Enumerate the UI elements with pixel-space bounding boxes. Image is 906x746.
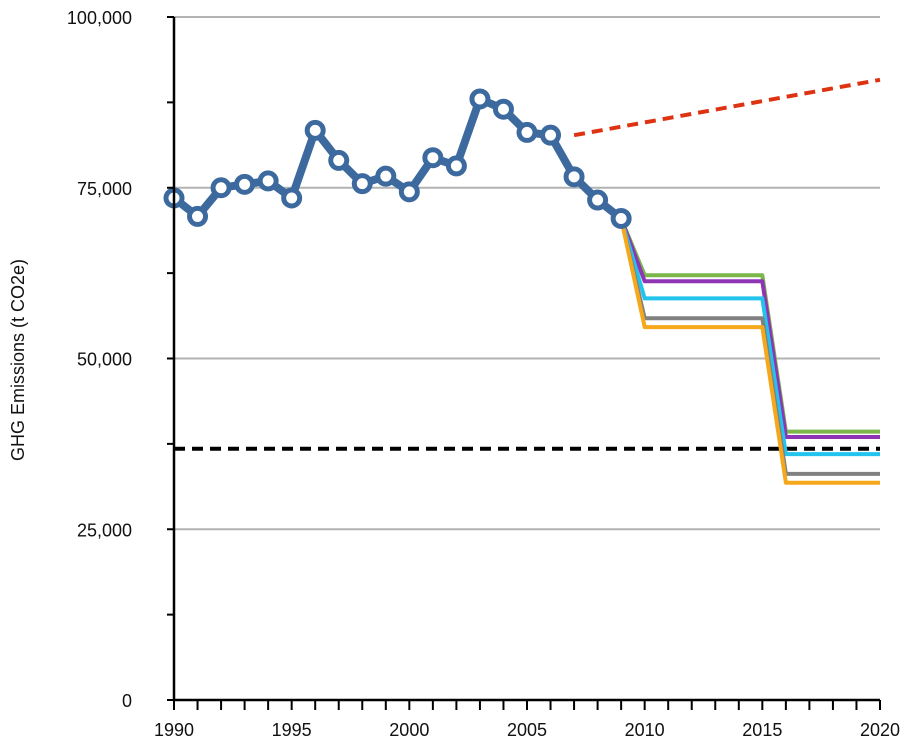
gridlines	[174, 16, 880, 531]
series-marker-0-9	[375, 165, 397, 187]
series-line-3	[619, 217, 880, 434]
y-tick-label: 100,000	[67, 8, 132, 28]
series-line-5	[619, 217, 880, 457]
series-marker-0-3	[234, 173, 256, 195]
y-axis-title: GHG Emissions (t CO2e)	[8, 259, 28, 461]
x-tick-label: 2010	[625, 720, 665, 740]
series-line-4	[619, 217, 880, 439]
x-tick-label: 2000	[389, 720, 429, 740]
series-line-0	[171, 95, 624, 222]
series-marker-0-8	[351, 173, 373, 195]
series-marker-0-14	[492, 98, 514, 120]
x-tick-label: 1995	[272, 720, 312, 740]
series-line-1	[573, 77, 881, 138]
x-tick-label: 1990	[154, 720, 194, 740]
y-tick-label: 25,000	[77, 520, 132, 540]
series-marker-0-4	[257, 170, 279, 192]
series-marker-0-7	[328, 149, 350, 171]
series-marker-0-16	[540, 124, 562, 146]
series-marker-0-17	[563, 166, 585, 188]
series-marker-0-18	[587, 189, 609, 211]
y-tick-label: 0	[122, 691, 132, 711]
series-marker-0-13	[469, 88, 491, 110]
x-tick-label: 2015	[742, 720, 782, 740]
x-tick-label: 2005	[507, 720, 547, 740]
tick-labels: 0 25,000 50,000 75,000 100,000 1990 1995 2000 20…	[67, 8, 900, 740]
y-tick-label: 75,000	[77, 179, 132, 199]
x-tick-label: 2020	[860, 720, 900, 740]
series-marker-0-19	[610, 207, 632, 229]
series-marker-0-12	[445, 155, 467, 177]
series-marker-0-10	[398, 181, 420, 203]
series-marker-0-2	[210, 177, 232, 199]
series-marker-0-6	[304, 119, 326, 141]
series-marker-0-5	[281, 187, 303, 209]
series-marker-0-11	[422, 147, 444, 169]
series-marker-0-1	[187, 205, 209, 227]
y-tick-label: 50,000	[77, 350, 132, 370]
series-line-7	[619, 218, 880, 485]
series-marker-0-15	[516, 121, 538, 143]
axes	[167, 16, 881, 710]
